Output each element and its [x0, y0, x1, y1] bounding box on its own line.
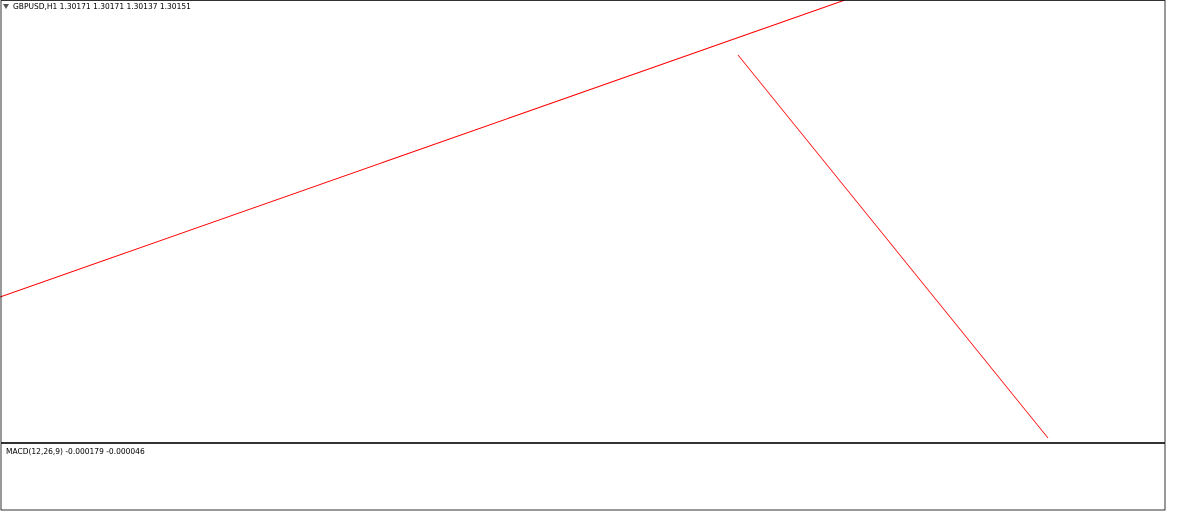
menu-icon[interactable] [3, 4, 9, 9]
chart-title: GBPUSD,H1 1.30171 1.30171 1.30137 1.3015… [13, 2, 191, 11]
macd-title: MACD(12,26,9) -0.000179 -0.000046 [6, 447, 145, 456]
trend-line [737, 54, 1049, 439]
main-panel-frame [0, 0, 1166, 443]
macd-panel-frame [0, 443, 1166, 511]
trend-line [0, 0, 846, 298]
